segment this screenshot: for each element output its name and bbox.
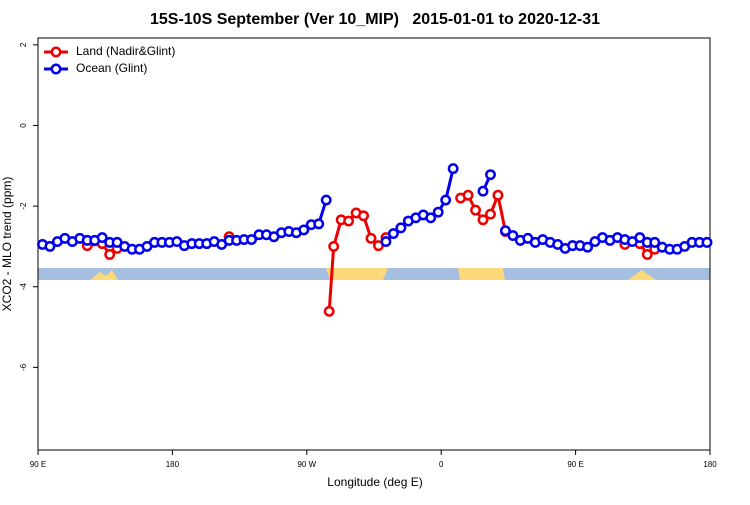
data-point	[104, 249, 116, 260]
data-point	[320, 194, 332, 206]
data-point	[649, 236, 661, 248]
data-point	[701, 236, 713, 248]
x-tick-label: 90 W	[297, 460, 316, 469]
data-point	[380, 236, 392, 248]
data-point	[96, 232, 108, 243]
y-tick-label: -4	[19, 283, 28, 291]
data-point	[477, 185, 489, 197]
x-axis-title: Longitude (deg E)	[327, 475, 422, 489]
y-tick-label: -6	[19, 363, 28, 371]
data-point	[485, 169, 496, 181]
data-point	[447, 163, 459, 175]
data-point	[440, 194, 452, 206]
map-band	[38, 268, 710, 280]
y-tick-label: 0	[19, 123, 28, 128]
data-point	[298, 224, 310, 236]
y-tick-label: -2	[19, 202, 28, 210]
data-point	[365, 232, 377, 244]
land-area	[90, 270, 118, 280]
x-tick-label: 180	[703, 460, 717, 469]
legend-label: Ocean (Glint)	[76, 61, 147, 75]
data-point	[343, 215, 355, 227]
land-area	[326, 268, 388, 280]
data-point	[507, 230, 519, 241]
land-area	[458, 268, 505, 280]
data-point	[492, 189, 504, 201]
x-tick-label: 90 E	[30, 460, 46, 469]
data-point	[328, 240, 340, 252]
legend-label: Land (Nadir&Glint)	[76, 44, 175, 58]
x-tick-label: 0	[439, 460, 444, 469]
data-point	[641, 249, 653, 260]
data-point	[582, 241, 593, 253]
y-axis-title: XCO2 - MLO trend (ppm)	[0, 177, 14, 312]
data-point	[634, 232, 646, 243]
data-point	[462, 189, 474, 201]
x-tick-label: 180	[166, 460, 180, 469]
data-point	[432, 206, 444, 218]
data-point	[387, 228, 399, 239]
y-tick-label: 2	[19, 42, 28, 47]
legend-marker	[50, 46, 62, 58]
data-point	[246, 234, 257, 246]
land-area	[628, 270, 656, 280]
data-point	[395, 222, 407, 234]
data-point	[323, 305, 335, 317]
data-point	[477, 214, 489, 226]
data-point	[485, 208, 496, 220]
legend-marker	[50, 63, 62, 75]
data-point	[44, 240, 56, 252]
x-tick-label: 90 E	[567, 460, 583, 469]
data-point	[425, 212, 437, 224]
chart-title: 15S-10S September (Ver 10_MIP) 2015-01-0…	[150, 11, 600, 28]
data-point	[358, 210, 369, 222]
data-point	[470, 204, 481, 216]
data-point	[499, 225, 511, 237]
data-point	[313, 218, 325, 230]
